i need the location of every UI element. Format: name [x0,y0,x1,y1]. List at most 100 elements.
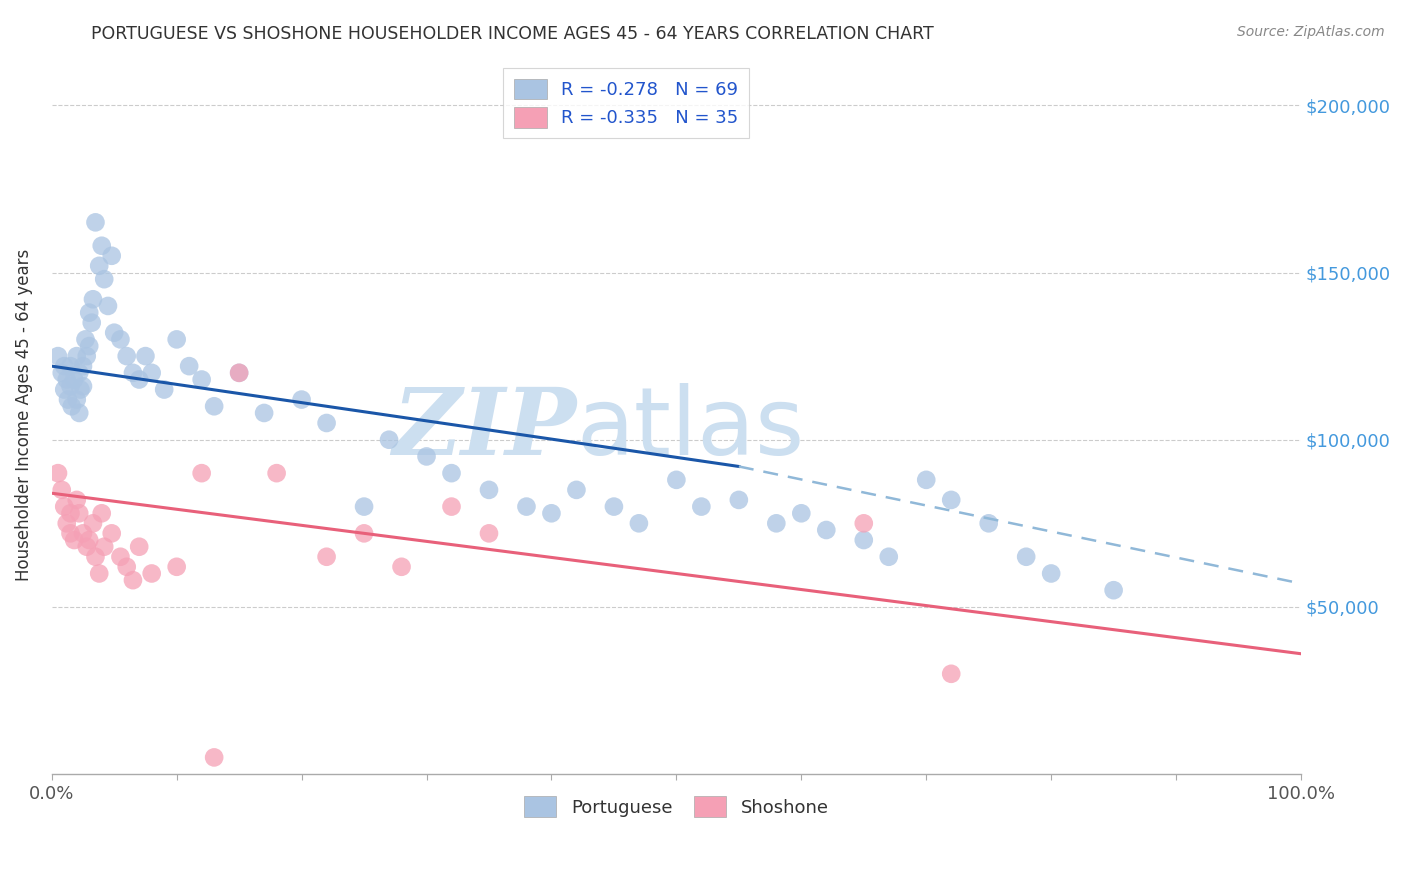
Point [128,372,150,386]
Point [315,549,337,564]
Point [90,239,112,253]
Point [72,379,94,393]
Point [128,540,150,554]
Point [665,473,688,487]
Point [190,372,212,386]
Point [55,516,77,531]
Point [82,516,104,531]
Point [89,259,111,273]
Point [627,516,650,531]
Point [80,316,103,330]
Point [110,549,132,564]
Point [51,366,73,380]
Point [852,516,875,531]
Point [69,383,91,397]
Point [190,466,212,480]
Text: atlas: atlas [576,383,804,475]
Point [93,272,115,286]
Point [59,506,82,520]
Point [353,526,375,541]
Point [93,540,115,554]
Point [915,473,938,487]
Point [84,549,107,564]
Point [977,516,1000,531]
Text: PORTUGUESE VS SHOSHONE HOUSEHOLDER INCOME AGES 45 - 64 YEARS CORRELATION CHART: PORTUGUESE VS SHOSHONE HOUSEHOLDER INCOM… [91,25,934,43]
Point [46,466,69,480]
Point [877,549,900,564]
Point [941,492,963,507]
Point [77,305,100,319]
Point [391,559,413,574]
Point [100,526,122,541]
Legend: Portuguese, Shoshone: Portuguese, Shoshone [515,788,838,826]
Point [790,506,813,520]
Point [63,533,86,547]
Point [378,433,401,447]
Point [66,392,89,407]
Point [228,366,250,380]
Point [765,516,787,531]
Point [440,500,463,514]
Point [202,399,225,413]
Text: ZIP: ZIP [392,384,576,474]
Point [115,559,138,574]
Point [1015,549,1038,564]
Point [67,406,90,420]
Point [77,339,100,353]
Point [55,372,77,386]
Point [77,533,100,547]
Point [166,332,188,346]
Point [134,349,156,363]
Point [122,366,145,380]
Point [141,366,163,380]
Point [603,500,626,514]
Point [53,500,76,514]
Point [67,506,90,520]
Point [478,483,501,497]
Point [179,359,201,373]
Point [291,392,314,407]
Point [66,349,89,363]
Point [51,483,73,497]
Point [46,349,69,363]
Point [115,349,138,363]
Point [59,359,82,373]
Text: Source: ZipAtlas.com: Source: ZipAtlas.com [1237,25,1385,39]
Point [67,366,90,380]
Point [815,523,838,537]
Point [515,500,537,514]
Point [76,540,98,554]
Point [66,492,89,507]
Point [72,526,94,541]
Point [110,332,132,346]
Point [90,506,112,520]
Point [53,383,76,397]
Point [141,566,163,581]
Point [72,359,94,373]
Point [440,466,463,480]
Point [315,416,337,430]
Point [1040,566,1063,581]
Point [75,332,97,346]
Point [727,492,749,507]
Point [56,392,79,407]
Point [565,483,588,497]
Point [63,372,86,386]
Point [82,292,104,306]
Point [253,406,276,420]
Point [166,559,188,574]
Point [353,500,375,514]
Point [415,450,437,464]
Point [202,750,225,764]
Point [1102,583,1125,598]
Point [59,379,82,393]
Point [103,326,125,340]
Point [478,526,501,541]
Point [76,349,98,363]
Point [100,249,122,263]
Point [690,500,713,514]
Point [89,566,111,581]
Point [228,366,250,380]
Point [97,299,120,313]
Point [60,399,83,413]
